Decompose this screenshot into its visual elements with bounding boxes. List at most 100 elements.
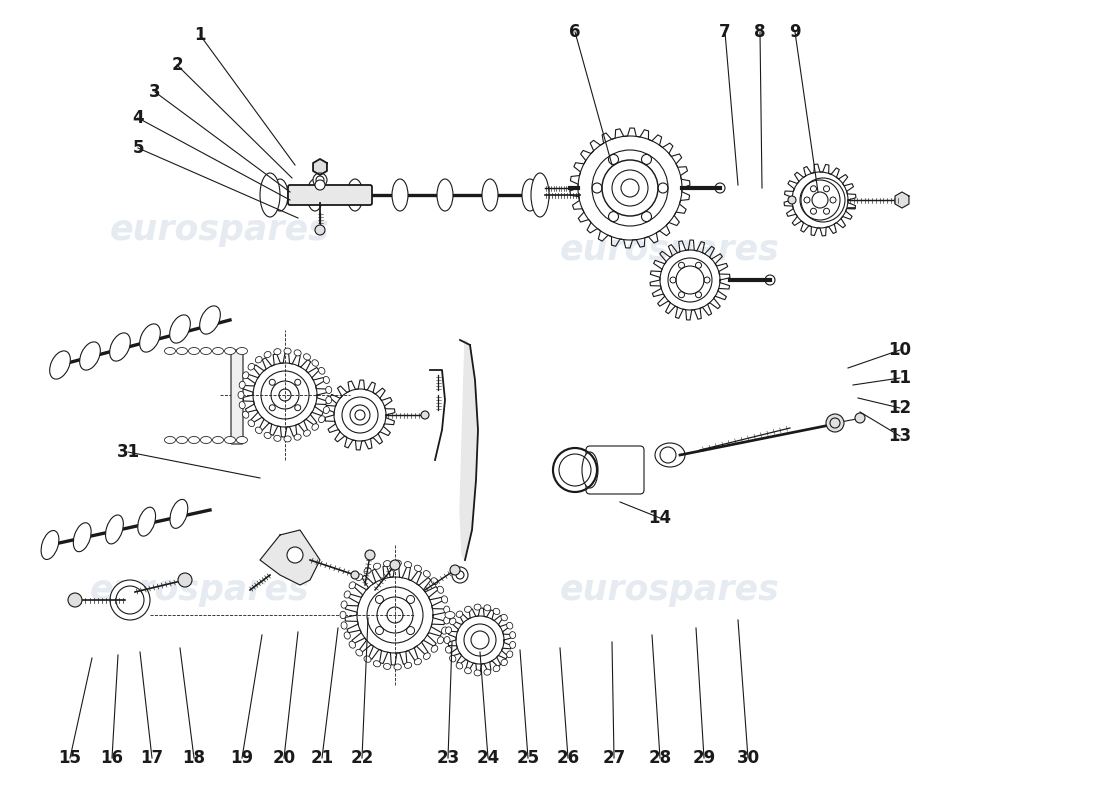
Text: 14: 14 [648, 509, 672, 527]
Ellipse shape [349, 642, 355, 648]
Circle shape [801, 178, 845, 222]
Ellipse shape [464, 606, 471, 612]
Ellipse shape [294, 350, 301, 356]
Ellipse shape [424, 653, 430, 659]
Ellipse shape [200, 347, 211, 354]
Ellipse shape [170, 499, 188, 528]
Text: 3: 3 [150, 83, 161, 101]
Ellipse shape [441, 596, 448, 603]
Ellipse shape [384, 663, 390, 670]
Ellipse shape [531, 173, 549, 217]
Circle shape [314, 173, 327, 187]
Ellipse shape [509, 642, 516, 648]
Ellipse shape [74, 522, 91, 552]
Ellipse shape [444, 637, 450, 643]
Ellipse shape [446, 646, 451, 653]
Text: 26: 26 [557, 749, 580, 767]
Ellipse shape [588, 146, 672, 230]
Ellipse shape [110, 333, 130, 361]
Text: 12: 12 [889, 399, 912, 417]
Ellipse shape [482, 179, 498, 211]
Polygon shape [314, 159, 327, 175]
Ellipse shape [212, 437, 223, 443]
Text: 5: 5 [132, 139, 144, 157]
Text: eurospares: eurospares [110, 213, 330, 247]
Ellipse shape [165, 437, 176, 443]
Ellipse shape [224, 347, 235, 354]
Text: 17: 17 [141, 749, 164, 767]
Ellipse shape [319, 416, 324, 422]
Circle shape [178, 573, 192, 587]
Ellipse shape [464, 668, 471, 674]
Text: 22: 22 [351, 749, 374, 767]
Text: 4: 4 [132, 109, 144, 127]
Ellipse shape [441, 627, 448, 634]
Ellipse shape [312, 424, 319, 430]
Ellipse shape [236, 347, 248, 354]
Ellipse shape [272, 179, 288, 211]
FancyBboxPatch shape [231, 350, 243, 444]
Ellipse shape [344, 632, 350, 639]
Ellipse shape [474, 670, 481, 676]
Ellipse shape [255, 427, 262, 434]
Circle shape [578, 136, 682, 240]
Ellipse shape [474, 604, 481, 610]
Circle shape [315, 225, 324, 235]
Ellipse shape [304, 354, 310, 360]
Polygon shape [260, 530, 320, 585]
Ellipse shape [212, 347, 223, 354]
Ellipse shape [450, 655, 455, 662]
Ellipse shape [274, 435, 280, 442]
Circle shape [788, 196, 796, 204]
Ellipse shape [507, 651, 513, 658]
Ellipse shape [176, 437, 187, 443]
Ellipse shape [373, 563, 381, 570]
Ellipse shape [364, 568, 371, 574]
Ellipse shape [319, 367, 324, 374]
Ellipse shape [446, 611, 455, 618]
Ellipse shape [79, 342, 100, 370]
Ellipse shape [509, 632, 516, 638]
Ellipse shape [384, 561, 390, 566]
Ellipse shape [200, 437, 211, 443]
Ellipse shape [493, 608, 499, 614]
Ellipse shape [140, 324, 161, 352]
Ellipse shape [415, 565, 421, 571]
Ellipse shape [284, 436, 292, 442]
Ellipse shape [431, 646, 438, 652]
Circle shape [660, 447, 676, 463]
Ellipse shape [438, 586, 443, 594]
Text: 16: 16 [100, 749, 123, 767]
Ellipse shape [243, 372, 249, 378]
Ellipse shape [284, 348, 292, 354]
Ellipse shape [188, 347, 199, 354]
FancyBboxPatch shape [586, 446, 644, 494]
Ellipse shape [431, 578, 438, 585]
Ellipse shape [341, 601, 348, 608]
Circle shape [315, 180, 324, 190]
Ellipse shape [654, 443, 685, 467]
Text: 29: 29 [692, 749, 716, 767]
Ellipse shape [294, 434, 301, 440]
Circle shape [68, 593, 82, 607]
Ellipse shape [248, 420, 254, 426]
Ellipse shape [50, 351, 70, 379]
FancyBboxPatch shape [288, 185, 372, 205]
Circle shape [660, 250, 720, 310]
Circle shape [334, 389, 386, 441]
Ellipse shape [484, 605, 491, 611]
Circle shape [351, 571, 359, 579]
Ellipse shape [340, 611, 346, 618]
Ellipse shape [239, 382, 245, 389]
Ellipse shape [424, 570, 430, 577]
Text: 23: 23 [437, 749, 460, 767]
Circle shape [826, 414, 844, 432]
Ellipse shape [274, 349, 280, 354]
Ellipse shape [484, 669, 491, 675]
Text: 1: 1 [195, 26, 206, 44]
Circle shape [358, 577, 433, 653]
Ellipse shape [264, 432, 271, 438]
Text: eurospares: eurospares [90, 573, 310, 607]
Ellipse shape [415, 658, 421, 665]
Ellipse shape [106, 515, 123, 544]
